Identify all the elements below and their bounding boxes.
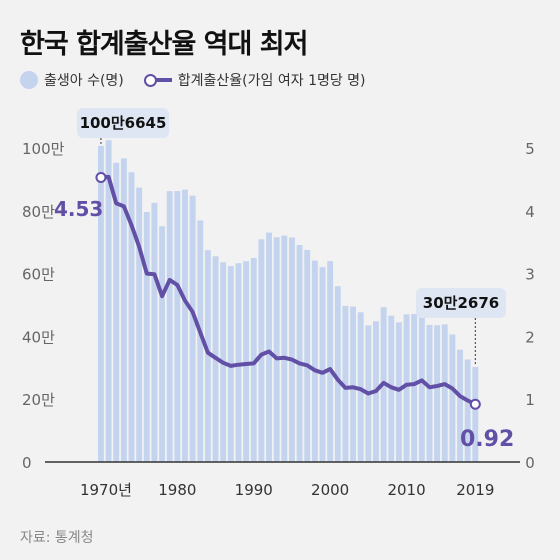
legend-line-swatch bbox=[143, 73, 172, 87]
bar-1978 bbox=[159, 226, 166, 462]
right-tick-label: 5 bbox=[525, 140, 535, 158]
bar-1975 bbox=[136, 187, 143, 463]
bar-1989 bbox=[243, 261, 250, 462]
bar-1981 bbox=[182, 189, 188, 462]
bar-1976 bbox=[143, 211, 150, 462]
bar-1980 bbox=[174, 191, 181, 462]
bar-2012 bbox=[418, 309, 425, 462]
bar-1988 bbox=[235, 263, 242, 462]
tfr-2019-label: 0.92 bbox=[460, 427, 514, 452]
callout-box-2019 bbox=[416, 288, 506, 318]
legend-births-label: 출생아 수(명) bbox=[44, 73, 124, 89]
bar-1999 bbox=[319, 267, 326, 462]
bar-1979 bbox=[166, 191, 173, 462]
bar-1995 bbox=[289, 237, 295, 462]
births-2019-label: 30만2676 bbox=[423, 294, 499, 312]
x-tick-label: 2000 bbox=[311, 481, 349, 499]
bar-2016 bbox=[449, 334, 456, 462]
right-tick-label: 3 bbox=[525, 266, 535, 284]
bar-1974 bbox=[128, 172, 135, 462]
right-tick-label: 1 bbox=[525, 391, 535, 409]
bar-1977 bbox=[151, 202, 158, 462]
x-tick-label: 1980 bbox=[158, 481, 196, 499]
births-1970-label: 100만6645 bbox=[80, 114, 167, 132]
bar-2018 bbox=[464, 359, 471, 462]
bar-1982 bbox=[189, 195, 196, 462]
source-note: 자료: 통계청 bbox=[20, 530, 94, 546]
left-tick-label: 80만 bbox=[22, 203, 55, 221]
tfr-point-1970 bbox=[95, 172, 107, 184]
bar-2001 bbox=[334, 286, 341, 462]
x-tick-label: 2010 bbox=[387, 481, 425, 499]
bar-2010 bbox=[403, 314, 410, 462]
bar-1998 bbox=[311, 260, 318, 462]
bar-2003 bbox=[350, 306, 357, 462]
right-tick-label: 4 bbox=[525, 203, 535, 221]
bar-1984 bbox=[204, 250, 211, 462]
tfr-line bbox=[99, 174, 478, 407]
right-tick-label: 2 bbox=[525, 328, 535, 346]
bar-2019 bbox=[472, 366, 479, 462]
left-tick-label: 0 bbox=[22, 454, 32, 472]
legend-tfr-label: 합계출산율(가임 여자 1명당 명) bbox=[177, 73, 366, 89]
bar-2000 bbox=[327, 261, 334, 462]
bar-2002 bbox=[342, 305, 349, 462]
bar-2015 bbox=[441, 324, 448, 462]
bar-1992 bbox=[266, 232, 272, 462]
x-tick-label: 1970년 bbox=[80, 481, 132, 499]
bar-2004 bbox=[357, 312, 364, 462]
bar-1990 bbox=[250, 257, 257, 462]
left-tick-label: 100만 bbox=[22, 140, 65, 158]
bar-1971 bbox=[105, 140, 112, 462]
bar-1970 bbox=[98, 145, 104, 463]
legend: 출생아 수(명) 합계출산율(가임 여자 1명당 명) bbox=[20, 70, 366, 90]
x-tick-label: 2019 bbox=[456, 481, 494, 499]
bar-1993 bbox=[273, 237, 280, 462]
right-tick-label: 0 bbox=[525, 454, 535, 472]
left-tick-label: 40만 bbox=[22, 328, 55, 346]
left-tick-label: 60만 bbox=[22, 266, 55, 284]
x-tick-label: 1990 bbox=[235, 481, 273, 499]
bar-2009 bbox=[395, 322, 402, 462]
bar-1972 bbox=[113, 162, 120, 462]
chart-area: 0 20만 40만 60만 80만 100만 0 1 2 3 4 5 1970년 1980 1990 20… bbox=[22, 108, 535, 499]
bar-1994 bbox=[281, 235, 288, 462]
bar-2011 bbox=[411, 314, 418, 462]
chart-title: 한국 합계출산율 역대 최저 bbox=[20, 29, 308, 60]
bar-1997 bbox=[304, 249, 311, 462]
bar-1983 bbox=[197, 220, 204, 462]
bar-2013 bbox=[426, 324, 433, 462]
bar-1996 bbox=[296, 244, 303, 462]
tfr-1970-label: 4.53 bbox=[54, 197, 103, 221]
legend-bar-swatch bbox=[20, 71, 38, 89]
tfr-point-2019 bbox=[469, 398, 481, 410]
bar-1973 bbox=[120, 158, 127, 462]
bar-2017 bbox=[457, 349, 463, 462]
bar-2014 bbox=[434, 325, 441, 462]
left-tick-label: 20만 bbox=[22, 391, 55, 409]
callout-box-1970 bbox=[77, 108, 169, 138]
bar-1991 bbox=[258, 239, 265, 462]
